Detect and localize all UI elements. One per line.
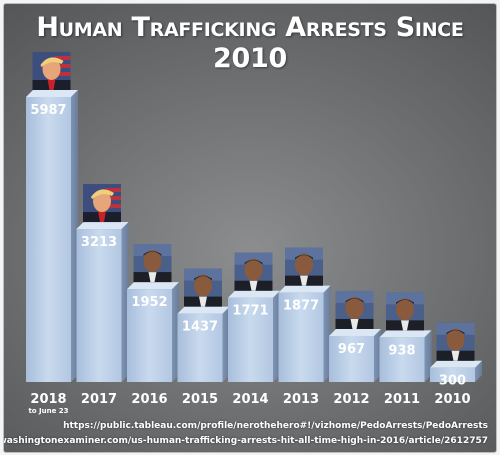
bar-top-2012 <box>329 328 381 336</box>
x-tick-label: 2010 <box>434 392 470 407</box>
obama-portrait-icon <box>285 247 323 286</box>
bar-top-2015 <box>177 306 230 314</box>
bar-value-label: 300 <box>439 374 466 389</box>
bar-top-2017 <box>76 222 129 230</box>
bar-value-label: 1952 <box>131 295 167 310</box>
bar-2015 <box>177 306 230 382</box>
bar-value-label: 967 <box>338 342 365 357</box>
bar-side-2011 <box>424 330 432 382</box>
bar-face-2016 <box>127 289 172 382</box>
x-tick-label: 2014 <box>232 392 268 407</box>
x-tick-label: 2015 <box>182 392 218 407</box>
x-tick-label: 2017 <box>81 392 117 407</box>
x-tick-label: 2018 <box>30 392 66 407</box>
source-link-tableau[interactable]: https://public.tableau.com/profile/nerot… <box>63 421 488 431</box>
bar-value-label: 1877 <box>283 299 319 314</box>
bar-face-2014 <box>228 297 273 382</box>
bar-2013 <box>278 285 331 382</box>
bar-face-2018 <box>26 97 71 382</box>
bar-face-2017 <box>76 229 122 382</box>
obama-portrait-icon <box>436 322 475 361</box>
bar-2011 <box>379 330 432 382</box>
x-tick-note: to June 23 <box>28 407 68 415</box>
bar-2010 <box>430 360 482 382</box>
bar-side-2017 <box>121 222 129 382</box>
bar-top-2018 <box>26 90 78 97</box>
bar-value-label: 1437 <box>182 320 218 335</box>
bar-value-label: 938 <box>388 343 415 358</box>
trump-portrait-icon <box>83 184 121 223</box>
bar-side-2015 <box>222 306 230 382</box>
bar-side-2014 <box>273 290 280 382</box>
source-link-washington-examiner[interactable]: https://www.washingtonexaminer.com/us-hu… <box>4 436 488 446</box>
bar-value-label: 5987 <box>30 103 66 118</box>
bar-top-2010 <box>430 360 482 368</box>
bar-2014 <box>228 290 280 382</box>
x-tick-label: 2011 <box>384 392 420 407</box>
obama-portrait-icon <box>133 244 172 283</box>
bar-top-2014 <box>228 290 280 298</box>
bar-top-2016 <box>127 282 179 290</box>
bar-side-2018 <box>71 90 78 382</box>
bar-value-label: 1771 <box>232 304 268 319</box>
bar-2017 <box>76 222 129 382</box>
chart-title: Human Trafficking Arrests Since 2010 <box>36 12 464 74</box>
bar-side-2010 <box>475 360 482 382</box>
bar-top-2013 <box>278 285 331 293</box>
x-tick-label: 2016 <box>131 392 167 407</box>
bar-side-2016 <box>172 282 179 382</box>
chart-frame: Human Trafficking Arrests Since 2010 598… <box>3 3 497 453</box>
obama-portrait-icon <box>234 252 273 291</box>
obama-portrait-icon <box>335 290 374 329</box>
bar-face-2010 <box>430 367 475 382</box>
bar-2018 <box>26 90 78 382</box>
obama-portrait-icon <box>386 292 424 331</box>
bar-face-2013 <box>278 292 324 382</box>
bar-value-label: 3213 <box>81 235 117 250</box>
x-tick-label: 2012 <box>333 392 369 407</box>
bar-face-2015 <box>177 313 223 382</box>
bar-top-2011 <box>379 330 432 338</box>
bar-side-2012 <box>374 328 381 382</box>
x-tick-label: 2013 <box>283 392 319 407</box>
trump-portrait-icon <box>32 52 71 90</box>
bar-2012 <box>329 328 381 382</box>
bar-face-2012 <box>329 335 374 382</box>
bar-face-2011 <box>379 337 425 382</box>
bar-2016 <box>127 282 179 382</box>
obama-portrait-icon <box>184 268 222 307</box>
bar-side-2013 <box>323 285 331 382</box>
